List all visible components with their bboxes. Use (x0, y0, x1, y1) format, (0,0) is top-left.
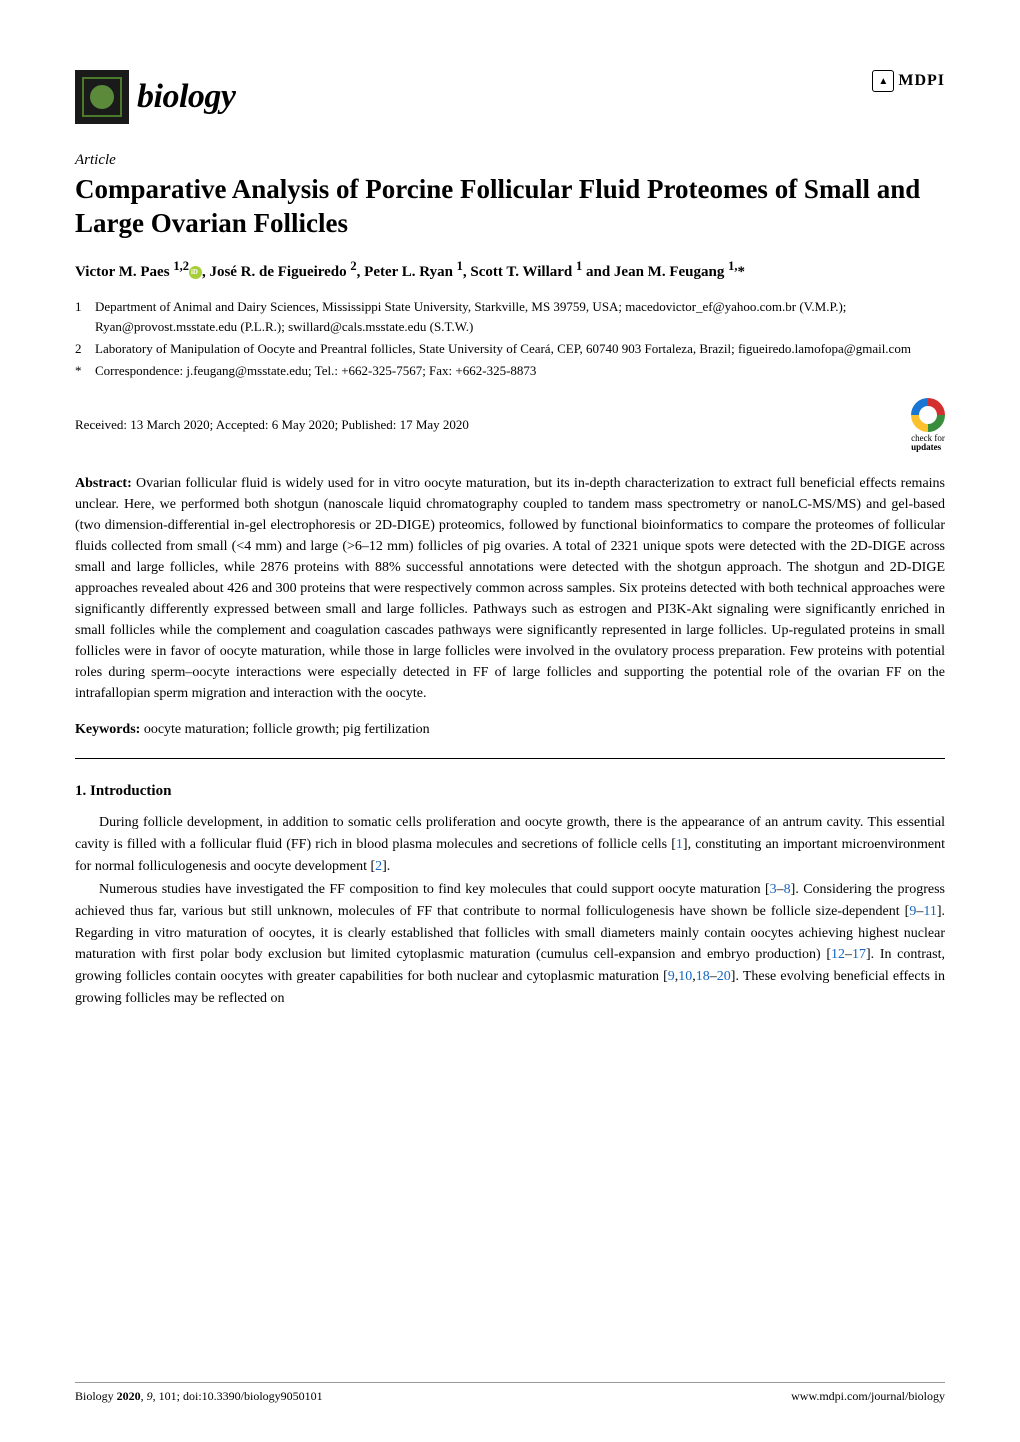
paragraph: Numerous studies have investigated the F… (75, 879, 945, 1009)
abstract: Abstract: Ovarian follicular fluid is wi… (75, 473, 945, 704)
dates-row: Received: 13 March 2020; Accepted: 6 May… (75, 398, 945, 454)
correspondence-mark: * (75, 361, 95, 381)
keywords: Keywords: oocyte maturation; follicle gr… (75, 722, 945, 738)
paragraph: During follicle development, in addition… (75, 812, 945, 877)
footer-citation: Biology 2020, 9, 101; doi:10.3390/biolog… (75, 1389, 323, 1404)
keywords-text: oocyte maturation; follicle growth; pig … (140, 722, 429, 737)
affiliations: 1Department of Animal and Dairy Sciences… (75, 297, 945, 382)
affiliation-text: Department of Animal and Dairy Sciences,… (95, 297, 945, 337)
section-divider (75, 758, 945, 759)
affiliation-text: Laboratory of Manipulation of Oocyte and… (95, 339, 911, 359)
publication-dates: Received: 13 March 2020; Accepted: 6 May… (75, 417, 469, 433)
abstract-label: Abstract: (75, 476, 132, 491)
journal-logo-block: biology (75, 70, 235, 124)
affiliation-num: 2 (75, 339, 95, 359)
updates-icon (911, 398, 945, 432)
correspondence-text: Correspondence: j.feugang@msstate.edu; T… (95, 361, 536, 381)
page-footer: Biology 2020, 9, 101; doi:10.3390/biolog… (75, 1382, 945, 1404)
updates-label: check forupdates (911, 434, 945, 454)
footer-url[interactable]: www.mdpi.com/journal/biology (791, 1389, 945, 1404)
article-type: Article (75, 152, 945, 169)
journal-name: biology (137, 78, 235, 116)
keywords-label: Keywords: (75, 722, 140, 737)
check-updates-badge[interactable]: check forupdates (911, 398, 945, 454)
publisher-name: MDPI (898, 72, 945, 90)
orcid-icon (189, 266, 202, 279)
article-title: Comparative Analysis of Porcine Follicul… (75, 173, 945, 241)
journal-logo-icon (75, 70, 129, 124)
body-text: During follicle development, in addition… (75, 812, 945, 1009)
section-heading: 1. Introduction (75, 783, 945, 800)
page-header: biology ▲ MDPI (75, 70, 945, 124)
abstract-text: Ovarian follicular fluid is widely used … (75, 476, 945, 701)
publisher-logo: ▲ MDPI (872, 70, 945, 92)
mdpi-icon: ▲ (872, 70, 894, 92)
authors-list: Victor M. Paes 1,2, José R. de Figueired… (75, 257, 945, 284)
affiliation-num: 1 (75, 297, 95, 337)
